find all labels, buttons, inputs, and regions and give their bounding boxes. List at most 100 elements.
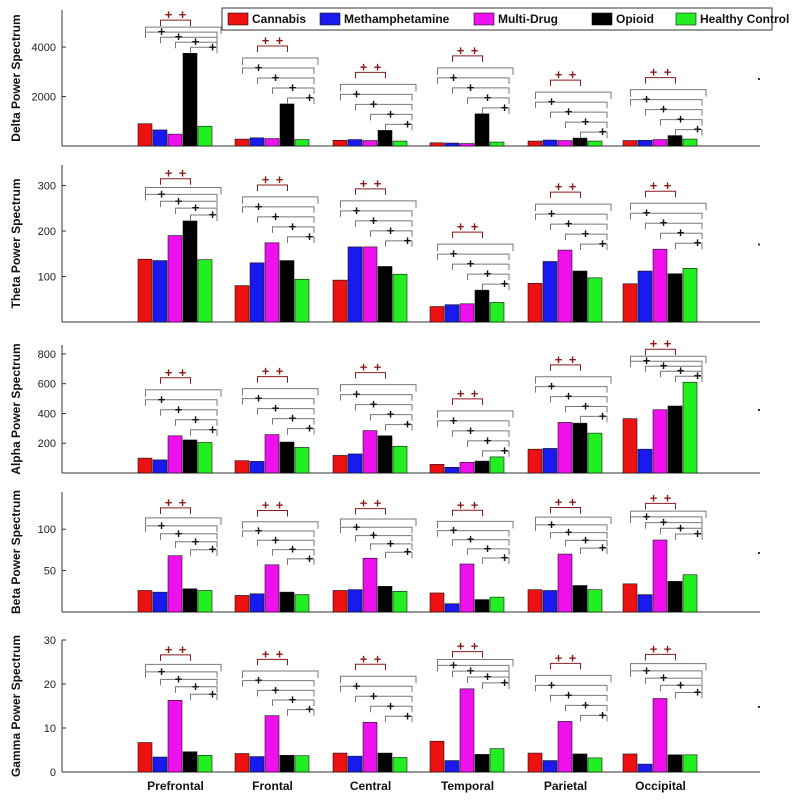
significance-bracket bbox=[242, 670, 319, 679]
significance-marker: + bbox=[467, 80, 475, 95]
significance-marker: + bbox=[450, 246, 458, 261]
significance-bracket bbox=[340, 526, 413, 534]
significance-marker: + bbox=[158, 186, 166, 201]
significance-bracket bbox=[145, 525, 218, 532]
bar-cannabis bbox=[234, 460, 250, 474]
significance-bracket bbox=[340, 200, 417, 208]
significance-bracket bbox=[535, 376, 612, 384]
significance-bracket-red bbox=[257, 184, 288, 191]
significance-marker: + bbox=[457, 497, 465, 512]
significance-bracket bbox=[535, 516, 612, 525]
significance-bracket bbox=[257, 216, 315, 223]
significance-marker: + bbox=[565, 216, 573, 231]
significance-marker: + bbox=[650, 178, 658, 193]
legend-entry: Methamphetamine bbox=[344, 12, 450, 26]
significance-bracket-red bbox=[160, 178, 191, 185]
significance-bracket bbox=[190, 693, 218, 701]
significance-marker: + bbox=[276, 646, 284, 661]
significance-marker: + bbox=[179, 365, 187, 380]
significance-bracket-red bbox=[257, 45, 288, 52]
significance-marker: + bbox=[360, 651, 368, 666]
significance-marker: + bbox=[175, 671, 183, 686]
significance-bracket-red bbox=[452, 55, 483, 62]
significance-marker: + bbox=[569, 494, 577, 509]
bar-methamphetamine bbox=[152, 459, 168, 474]
bar-opioid bbox=[182, 220, 198, 323]
bar-opioid bbox=[667, 273, 683, 323]
significance-marker: + bbox=[360, 176, 368, 191]
significance-bracket bbox=[190, 549, 218, 556]
significance-bracket bbox=[190, 214, 218, 221]
bar-cannabis bbox=[332, 140, 348, 147]
bar-cannabis bbox=[332, 752, 348, 773]
significance-marker: + bbox=[694, 122, 702, 137]
y-axis-label: Gamma Power Spectrum bbox=[9, 635, 23, 777]
bar-opioid bbox=[182, 52, 198, 147]
significance-bracket bbox=[370, 543, 413, 550]
bar-methamphetamine bbox=[542, 261, 558, 323]
significance-marker: + bbox=[450, 70, 458, 85]
significance-marker: + bbox=[548, 94, 556, 109]
bar-healthy-control bbox=[197, 442, 213, 474]
bar-cannabis bbox=[429, 592, 445, 613]
significance-bracket bbox=[242, 680, 315, 687]
significance-bracket bbox=[535, 386, 608, 393]
significance-bracket bbox=[482, 682, 510, 689]
significance-bracket bbox=[535, 674, 612, 683]
significance-bracket bbox=[452, 430, 510, 437]
significance-bracket bbox=[340, 518, 417, 526]
significance-marker: + bbox=[175, 526, 183, 541]
significance-marker: + bbox=[179, 495, 187, 510]
significance-bracket bbox=[630, 355, 707, 364]
significance-bracket bbox=[145, 31, 218, 39]
x-tick-label: Central bbox=[350, 779, 391, 793]
bar-opioid bbox=[572, 585, 588, 613]
y-tick-label: 50 bbox=[44, 566, 56, 578]
bar-multi-drug bbox=[557, 422, 573, 474]
significance-bracket bbox=[437, 664, 510, 672]
legend-swatch bbox=[675, 12, 697, 26]
y-tick-label: 4000 bbox=[32, 42, 56, 54]
significance-bracket bbox=[467, 548, 510, 555]
significance-marker: + bbox=[165, 642, 173, 657]
significance-bracket bbox=[272, 699, 315, 707]
bar-opioid bbox=[572, 137, 588, 147]
significance-bracket bbox=[535, 203, 612, 212]
axis-dot bbox=[758, 409, 760, 411]
significance-bracket bbox=[257, 77, 315, 84]
bar-healthy-control bbox=[587, 277, 603, 323]
significance-marker: + bbox=[158, 518, 166, 533]
bar-healthy-control bbox=[392, 273, 408, 323]
significance-marker: + bbox=[664, 336, 672, 351]
significance-marker: + bbox=[471, 386, 479, 401]
significance-bracket bbox=[630, 360, 703, 368]
significance-marker: + bbox=[404, 417, 412, 432]
significance-marker: + bbox=[306, 702, 314, 717]
bar-multi-drug bbox=[459, 143, 475, 147]
bar-healthy-control bbox=[489, 456, 505, 474]
significance-bracket bbox=[370, 230, 413, 237]
significance-bracket-red bbox=[645, 502, 676, 510]
bar-multi-drug bbox=[459, 303, 475, 323]
y-tick-label: 600 bbox=[38, 379, 56, 391]
bar-methamphetamine bbox=[249, 262, 265, 323]
significance-marker: + bbox=[569, 179, 577, 194]
significance-marker: + bbox=[192, 679, 200, 694]
bar-cannabis bbox=[527, 589, 543, 613]
legend-entry: Cannabis bbox=[252, 12, 306, 26]
significance-bracket-red bbox=[645, 348, 676, 356]
bar-healthy-control bbox=[587, 757, 603, 773]
significance-bracket bbox=[437, 67, 514, 75]
bar-opioid bbox=[474, 460, 490, 474]
bar-opioid bbox=[572, 753, 588, 773]
significance-bracket bbox=[242, 398, 315, 405]
significance-bracket bbox=[580, 547, 608, 555]
bar-multi-drug bbox=[264, 242, 280, 323]
bar-multi-drug bbox=[652, 248, 668, 323]
significance-bracket bbox=[675, 242, 703, 250]
significance-bracket bbox=[340, 394, 413, 401]
significance-marker: + bbox=[387, 536, 395, 551]
bar-healthy-control bbox=[682, 574, 698, 613]
significance-marker: + bbox=[374, 176, 382, 191]
significance-bracket-red bbox=[355, 663, 386, 671]
